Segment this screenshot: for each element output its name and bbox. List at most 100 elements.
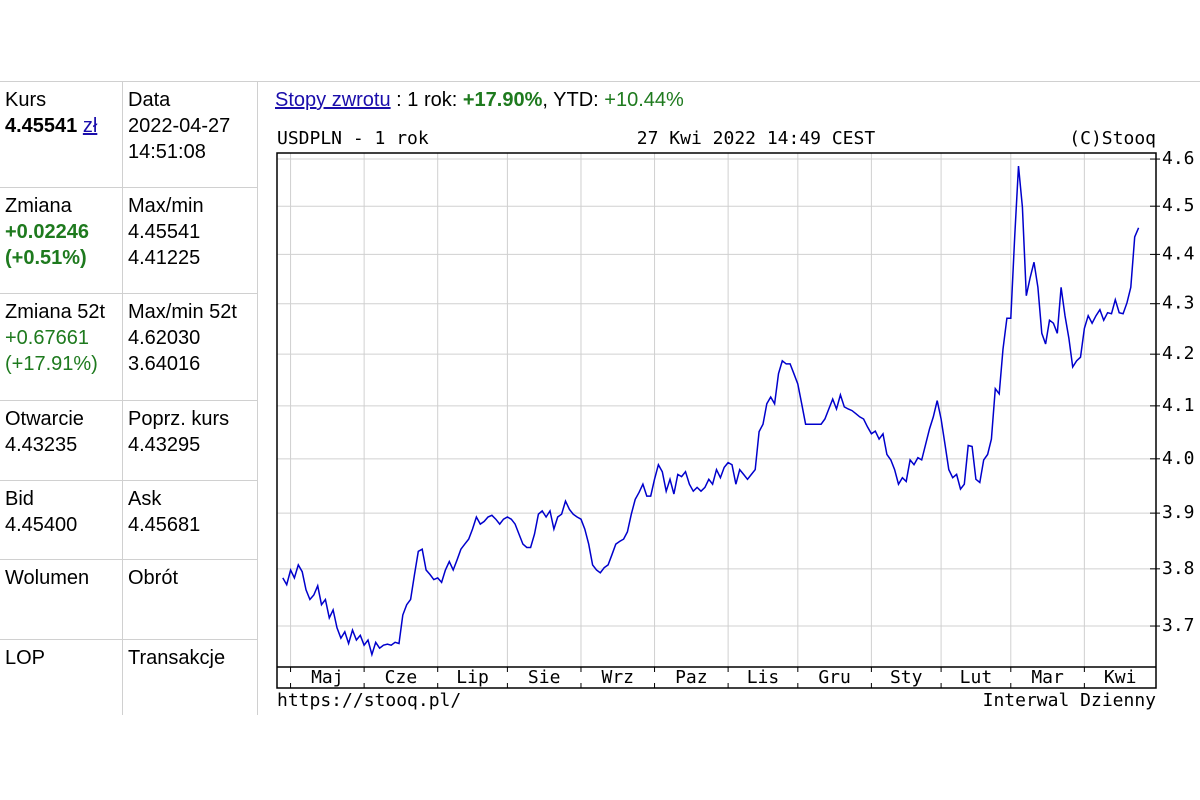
cell-label: Zmiana <box>5 195 72 217</box>
table-cell: Bid 4.45400 <box>0 480 77 538</box>
table-cell: Kurs 4.45541 zł <box>0 81 97 139</box>
cell-label: Max/min 52t <box>128 301 237 323</box>
column-rule <box>257 81 258 715</box>
y-tick-label: 4.6 <box>1162 148 1195 169</box>
cell-line: 4.45681 <box>128 512 200 538</box>
cell-value: 4.43235 <box>5 434 78 456</box>
table-cell: LOP <box>0 639 45 671</box>
cell-line: 4.43235 <box>5 432 84 458</box>
y-tick-label: 4.3 <box>1162 293 1195 314</box>
y-tick-label: 4.4 <box>1162 243 1195 264</box>
cell-label: Ask <box>128 488 162 510</box>
row-rule <box>0 559 257 560</box>
chart-title: USDPLN - 1 rok <box>277 128 429 149</box>
table-cell: Data 2022-04-27 14:51:08 <box>123 81 230 165</box>
x-tick-label: Paz <box>675 667 708 688</box>
y-tick-label: 4.1 <box>1162 395 1195 416</box>
table-cell: Wolumen <box>0 559 89 591</box>
row-rule <box>0 293 257 294</box>
y-tick-label: 4.0 <box>1162 448 1195 469</box>
cell-value: (+17.91%) <box>5 353 98 375</box>
row-rule <box>0 480 257 481</box>
cell-value: 4.45541 <box>5 115 78 137</box>
chart-timestamp: 27 Kwi 2022 14:49 CEST <box>637 128 876 149</box>
cell-value: 4.62030 <box>128 327 201 349</box>
y-tick-label: 4.5 <box>1162 195 1195 216</box>
x-tick-label: Sty <box>890 667 923 688</box>
y-tick-label: 3.8 <box>1162 558 1195 579</box>
x-tick-label: Kwi <box>1104 667 1137 688</box>
x-tick-label: Maj <box>311 667 344 688</box>
y-tick-label: 4.2 <box>1162 343 1195 364</box>
cell-label: LOP <box>5 647 46 669</box>
cell-line: 4.45541 <box>128 219 204 245</box>
price-line <box>282 166 1140 658</box>
table-cell: Zmiana 52t +0.67661 (+17.91%) <box>0 293 105 377</box>
cell-label: Kurs <box>5 89 47 111</box>
cell-line: (+17.91%) <box>5 351 105 377</box>
x-tick-label: Lis <box>747 667 780 688</box>
row-rule <box>0 400 257 401</box>
table-cell: Ask 4.45681 <box>123 480 200 538</box>
plot-frame <box>276 152 1157 689</box>
table-cell: Obrót <box>123 559 178 591</box>
x-tick-label: Mar <box>1031 667 1064 688</box>
row-rule <box>0 187 257 188</box>
cell-value: 4.43295 <box>128 434 201 456</box>
top-rule <box>0 81 1200 82</box>
returns-part: : 1 rok: <box>396 89 463 111</box>
table-cell: Transakcje <box>123 639 225 671</box>
y-tick-label: 3.7 <box>1162 615 1195 636</box>
cell-line: 4.41225 <box>128 245 204 271</box>
cell-label: Bid <box>5 488 34 510</box>
cell-value: 4.45400 <box>5 514 78 536</box>
table-cell: Zmiana +0.02246 (+0.51%) <box>0 187 89 271</box>
cell-label: Otwarcie <box>5 408 84 430</box>
cell-value: 3.64016 <box>128 353 201 375</box>
cell-line: 3.64016 <box>128 351 237 377</box>
cell-line: +0.67661 <box>5 325 105 351</box>
y-tick-label: 3.9 <box>1162 502 1195 523</box>
cell-line: 4.45541 zł <box>5 113 97 139</box>
table-cell: Otwarcie 4.43235 <box>0 400 84 458</box>
cell-line: 4.62030 <box>128 325 237 351</box>
cell-label: Obrót <box>128 567 179 589</box>
chart-source: (C)Stooq <box>1069 128 1156 149</box>
cell-value: 4.45681 <box>128 514 201 536</box>
cell-line: 4.45400 <box>5 512 77 538</box>
cell-value: 4.41225 <box>128 247 201 269</box>
cell-line: 4.43295 <box>128 432 229 458</box>
column-rule <box>122 81 123 715</box>
x-tick-label: Sie <box>528 667 561 688</box>
returns-line: Stopy zwrotu : 1 rok: +17.90%, YTD: +10.… <box>275 89 684 112</box>
x-tick-label: Gru <box>818 667 851 688</box>
returns-part: +17.90% <box>462 89 543 111</box>
unit-link[interactable]: zł <box>82 115 98 137</box>
cell-label: Zmiana 52t <box>5 301 106 323</box>
cell-value: +0.67661 <box>5 327 89 349</box>
footer-right: Interwal Dzienny <box>983 690 1157 711</box>
returns-part: , YTD: <box>542 89 605 111</box>
returns-link[interactable]: Stopy zwrotu <box>275 89 391 111</box>
cell-label: Poprz. kurs <box>128 408 230 430</box>
x-tick-label: Lut <box>960 667 993 688</box>
cell-label: Max/min <box>128 195 204 217</box>
returns-part: +10.44% <box>604 89 684 111</box>
x-tick-label: Cze <box>385 667 418 688</box>
footer-left: https://stooq.pl/ <box>277 690 461 711</box>
cell-line: (+0.51%) <box>5 245 89 271</box>
table-cell: Max/min 52t 4.62030 3.64016 <box>123 293 237 377</box>
cell-label: Wolumen <box>5 567 90 589</box>
cell-line: 14:51:08 <box>128 139 230 165</box>
cell-value: 14:51:08 <box>128 141 206 163</box>
cell-value: 4.45541 <box>128 221 201 243</box>
cell-value: +0.02246 <box>5 221 89 243</box>
cell-line: +0.02246 <box>5 219 89 245</box>
x-tick-label: Lip <box>456 667 489 688</box>
cell-label: Data <box>128 89 171 111</box>
cell-line: 2022-04-27 <box>128 113 230 139</box>
cell-label: Transakcje <box>128 647 226 669</box>
row-rule <box>0 639 257 640</box>
